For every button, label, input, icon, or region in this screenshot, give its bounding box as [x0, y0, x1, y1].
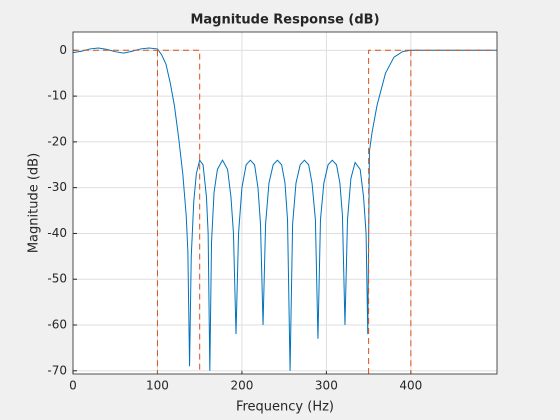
x-tick-label: 0 — [69, 379, 77, 393]
x-tick-label: 200 — [230, 379, 253, 393]
x-tick-label: 400 — [399, 379, 422, 393]
axes-box — [72, 31, 498, 375]
y-tick-label: -70 — [47, 363, 67, 377]
y-tick-label: -60 — [47, 318, 67, 332]
y-axis-label: Magnitude (dB) — [27, 153, 42, 253]
x-tick-label: 300 — [315, 379, 338, 393]
y-tick-label: -30 — [47, 180, 67, 194]
y-tick-label: -40 — [47, 226, 67, 240]
series-line — [73, 47, 496, 371]
y-tick-label: -50 — [47, 272, 67, 286]
plot-area — [73, 32, 497, 374]
x-axis-label: Frequency (Hz) — [236, 400, 334, 415]
chart-title: Magnitude Response (dB) — [190, 13, 379, 28]
y-tick-label: -20 — [47, 134, 67, 148]
series-line — [73, 49, 497, 374]
y-tick-label: 0 — [59, 43, 67, 57]
x-tick-label: 100 — [146, 379, 169, 393]
y-tick-label: -10 — [47, 89, 67, 103]
